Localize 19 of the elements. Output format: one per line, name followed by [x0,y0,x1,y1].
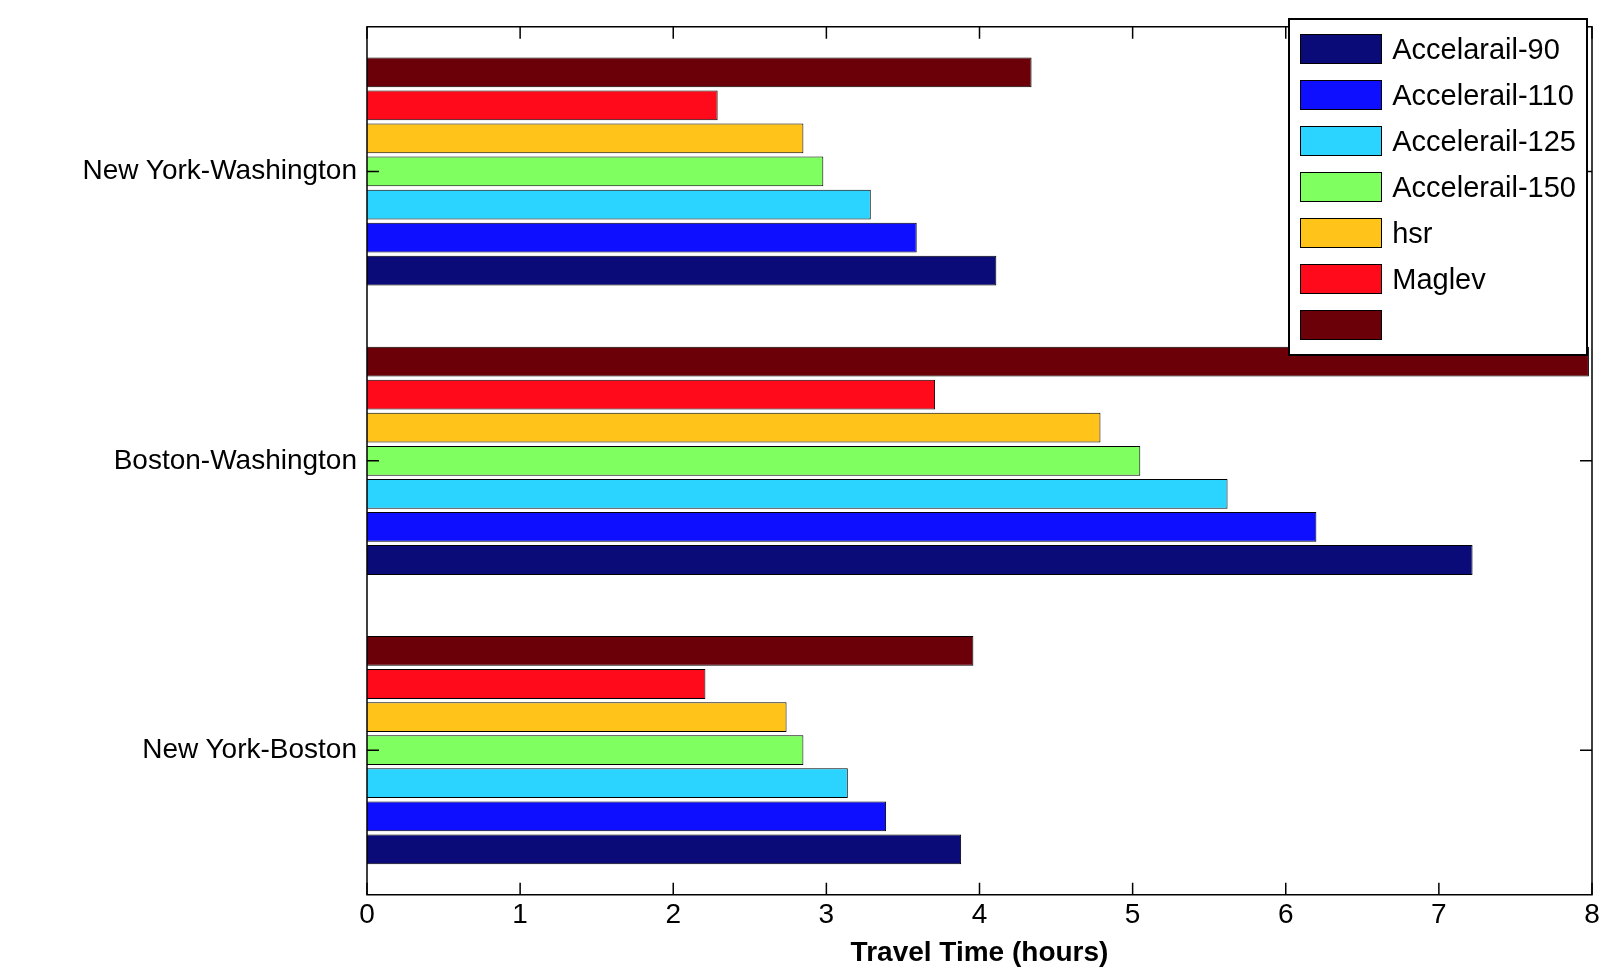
x-tick-label: 3 [818,898,835,930]
legend-label: Maglev [1392,262,1486,296]
y-tick-label: New York-Washington [82,154,357,186]
legend-label: Accelerail-125 [1392,124,1576,158]
legend-label: Accelarail-90 [1392,32,1560,66]
legend-label: Accelerail-110 [1392,78,1574,112]
x-tick-label: 2 [665,898,682,930]
x-tick-label: 0 [359,898,375,930]
x-tick-label: 5 [1124,898,1141,930]
x-tick-label: 7 [1431,898,1447,930]
legend-label: Accelerail-150 [1392,170,1576,204]
x-tick-label: 4 [971,898,988,930]
x-axis-title: Travel Time (hours) [850,935,1109,967]
x-tick-label: 8 [1584,898,1600,930]
y-tick-label: New York-Boston [142,732,357,764]
x-tick-label: 6 [1277,898,1294,930]
legend-label: hsr [1392,216,1433,250]
x-tick-label: 1 [512,898,528,930]
y-tick-label: Boston-Washington [113,443,357,475]
